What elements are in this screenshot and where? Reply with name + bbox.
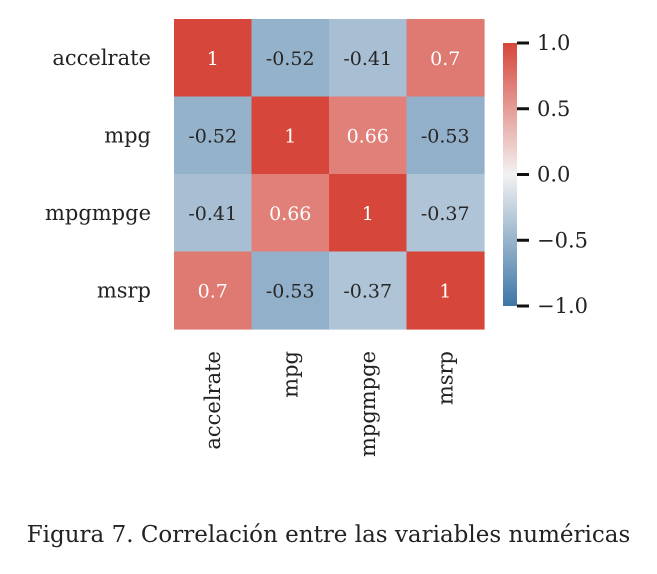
colorbar-tick-label: 0.5 [537,97,570,121]
figure-caption: Figura 7. Correlación entre las variable… [26,522,631,548]
column-label: accelrate [201,351,225,450]
cell-value-label: 0.7 [430,48,460,70]
heatmap-cell [329,19,408,98]
heatmap-cell [174,19,253,98]
heatmap-cell [406,96,485,175]
row-label: mpgmpge [45,201,151,225]
heatmap-cell [174,174,253,253]
heatmap-cell [174,96,253,175]
cell-value-label: 1 [439,280,451,302]
cell-value-label: -0.52 [266,48,315,70]
colorbar-tick-label: 1.0 [537,31,570,55]
colorbar-tick-label: 0.0 [537,163,570,187]
heatmap-cell [251,96,330,175]
cell-value-label: -0.37 [421,203,470,225]
cell-value-label: 0.66 [347,125,389,147]
cell-value-label: -0.52 [188,125,237,147]
cell-value-label: -0.41 [343,48,392,70]
column-label: msrp [433,351,457,405]
heatmap-cell [406,251,485,330]
colorbar-ticks: 1.0 0.5 0.0 −0.5 −1.0 [517,31,588,318]
cell-value-label: 0.66 [269,203,311,225]
column-label: mpgmpge [356,351,380,457]
colorbar-tick-label: −0.5 [537,228,588,252]
heatmap-cell [251,174,330,253]
heatmap-cell [329,174,408,253]
heatmap-cell [329,251,408,330]
colorbar-gradient [503,43,517,306]
cell-value-label: -0.37 [343,280,392,302]
column-label: mpg [278,351,302,398]
row-label: msrp [97,278,151,302]
heatmap-cell [251,251,330,330]
colorbar-tick-label: −1.0 [537,294,588,318]
cell-value-label: 1 [362,203,374,225]
row-label: mpg [104,123,151,147]
cell-value-label: 1 [284,125,296,147]
heatmap-cell [406,19,485,98]
heatmap-cell [329,96,408,175]
cell-value-label: -0.41 [188,203,237,225]
column-labels: accelrate mpg mpgmpge msrp [201,351,458,457]
cell-value-label: 0.7 [198,280,228,302]
heatmap-cell [174,251,253,330]
cell-value-label: -0.53 [421,125,470,147]
colorbar: 1.0 0.5 0.0 −0.5 −1.0 [503,31,588,318]
row-label: accelrate [52,46,151,70]
heatmap-cell [251,19,330,98]
heatmap-cells: 1 -0.52 -0.41 0.7 -0.52 1 0.66 -0.53 -0.41 0.66 1 -… [174,19,485,330]
cell-value-label: -0.53 [266,280,315,302]
row-labels: accelrate mpg mpgmpge msrp [45,46,151,303]
cell-value-label: 1 [207,48,219,70]
heatmap-cell [406,174,485,253]
